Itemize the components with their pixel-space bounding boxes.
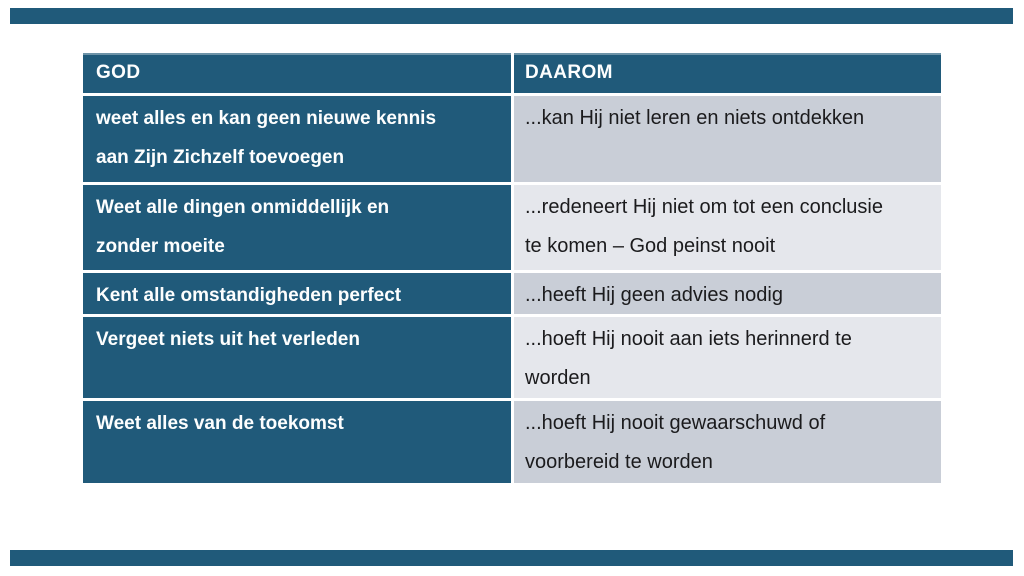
god-daarom-table: GOD DAAROM weet alles en kan geen nieuwe… <box>83 53 941 483</box>
cell-daarom-row1: ...kan Hij niet leren en niets ontdekken <box>514 96 941 182</box>
cell-daarom-row4: ...hoeft Hij nooit aan iets herinnerd te… <box>514 317 941 398</box>
table-header-row: GOD DAAROM <box>83 53 941 93</box>
cell-god-row1: weet alles en kan geen nieuwe kennis aan… <box>83 96 511 182</box>
table-row: Kent alle omstandigheden perfect ...heef… <box>83 273 941 314</box>
cell-daarom-row2: ...redeneert Hij niet om tot een conclus… <box>514 185 941 270</box>
cell-god-row3: Kent alle omstandigheden perfect <box>83 273 511 314</box>
table-row: Vergeet niets uit het verleden ...hoeft … <box>83 317 941 398</box>
cell-daarom-row5: ...hoeft Hij nooit gewaarschuwd of voorb… <box>514 401 941 483</box>
cell-god-row5: Weet alles van de toekomst <box>83 401 511 483</box>
bottom-accent-bar <box>10 550 1013 566</box>
table-row: Weet alles van de toekomst ...hoeft Hij … <box>83 401 941 483</box>
table-row: Weet alle dingen onmiddellijk en zonder … <box>83 185 941 270</box>
cell-god-row4: Vergeet niets uit het verleden <box>83 317 511 398</box>
column-header-daarom: DAAROM <box>514 53 941 93</box>
cell-god-row2: Weet alle dingen onmiddellijk en zonder … <box>83 185 511 270</box>
top-accent-bar <box>10 8 1013 24</box>
cell-daarom-row3: ...heeft Hij geen advies nodig <box>514 273 941 314</box>
table-row: weet alles en kan geen nieuwe kennis aan… <box>83 96 941 182</box>
column-header-god: GOD <box>83 53 511 93</box>
